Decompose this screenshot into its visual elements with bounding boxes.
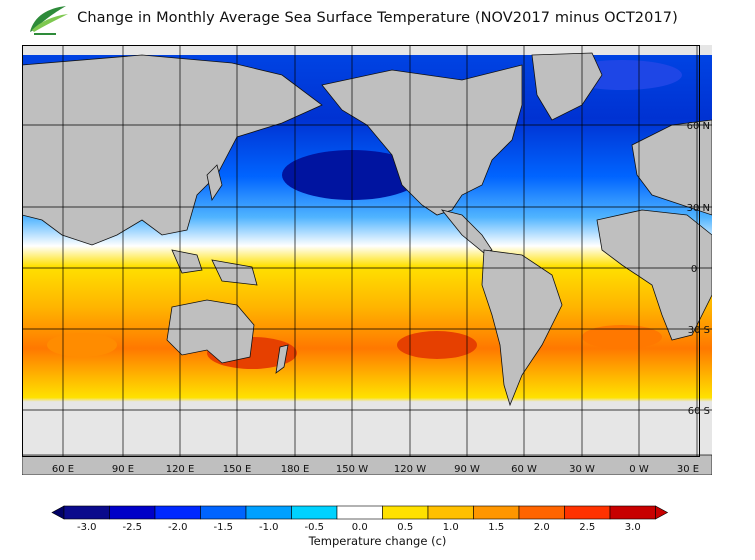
lat-label: 30 S <box>688 325 710 336</box>
colorbar-swatch <box>200 505 247 520</box>
colorbar-tick-label: 1.5 <box>488 522 504 533</box>
lon-label: 180 E <box>281 464 310 475</box>
colorbar-swatch <box>564 505 611 520</box>
colorbar-swatch <box>63 505 110 520</box>
warm-anomaly <box>582 325 662 349</box>
lon-label: 60 E <box>52 464 74 475</box>
leaf-logo-icon <box>30 6 68 35</box>
lat-label: 30 N <box>687 203 710 214</box>
colorbar-tick-label: -1.0 <box>259 522 279 533</box>
colorbar-title: Temperature change (c) <box>308 534 447 548</box>
colorbar-tick-label: 3.0 <box>625 522 641 533</box>
warm-anomaly <box>397 331 477 359</box>
colorbar-tick-label: -0.5 <box>304 522 324 533</box>
colorbar-swatch <box>518 505 565 520</box>
lon-label: 30 W <box>569 464 595 475</box>
lon-label: 60 W <box>511 464 537 475</box>
lon-label: 90 W <box>454 464 480 475</box>
colorbar-swatch <box>109 505 156 520</box>
colorbar-tick-label: 2.5 <box>579 522 595 533</box>
land <box>22 52 712 475</box>
colorbar-swatch <box>427 505 474 520</box>
lon-label: 30 E <box>677 464 699 475</box>
lon-label: 150 E <box>223 464 252 475</box>
colorbar-swatch <box>291 505 338 520</box>
colorbar-tick-label: 0.0 <box>352 522 368 533</box>
chart-title: Change in Monthly Average Sea Surface Te… <box>77 10 678 26</box>
sst-map: 60 N 30 N 0 30 S 60 S 60 E 90 E 120 E 15… <box>22 45 712 475</box>
lon-label: 120 W <box>394 464 426 475</box>
graticule <box>22 45 712 457</box>
lat-label: 60 S <box>688 406 710 417</box>
sea-ice <box>22 45 712 55</box>
colorbar-tick-label: 0.5 <box>397 522 413 533</box>
map-frame <box>22 45 700 457</box>
lon-label: 150 W <box>336 464 368 475</box>
colorbar-swatch <box>609 505 656 520</box>
colorbar-swatch <box>473 505 520 520</box>
colorbar-tick-label: -1.5 <box>213 522 233 533</box>
colorbar-tick-label: -3.0 <box>77 522 97 533</box>
lat-label: 0 <box>691 264 697 275</box>
lon-label: 120 E <box>166 464 195 475</box>
colorbar-swatch <box>245 505 292 520</box>
colorbar-swatch <box>336 505 383 520</box>
colorbar-over-arrow <box>655 505 669 520</box>
lon-label: 0 W <box>629 464 649 475</box>
colorbar-tick-label: 1.0 <box>443 522 459 533</box>
colorbar-under-arrow <box>51 505 65 520</box>
lon-label: 90 E <box>112 464 134 475</box>
colorbar: -3.0 -2.5 -2.0 -1.5 -1.0 -0.5 0.0 0.5 1.0 1.5 2.0 2… <box>51 505 669 533</box>
colorbar-swatch <box>382 505 429 520</box>
colorbar-swatch <box>154 505 201 520</box>
lat-label: 60 N <box>687 121 710 132</box>
warm-anomaly <box>47 333 117 357</box>
colorbar-tick-label: -2.5 <box>122 522 142 533</box>
colorbar-tick-label: 2.0 <box>534 522 550 533</box>
colorbar-tick-label: -2.0 <box>168 522 188 533</box>
